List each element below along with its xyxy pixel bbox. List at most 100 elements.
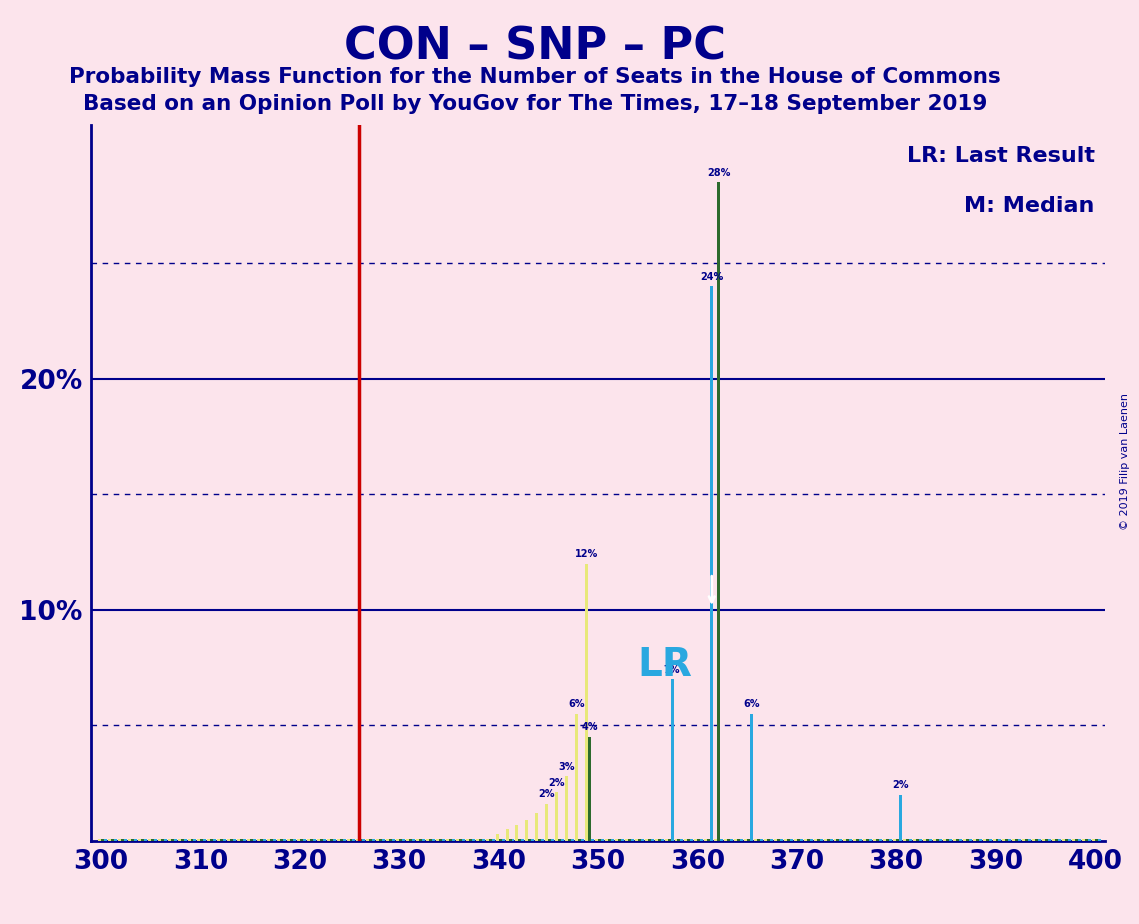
Bar <box>253 839 256 841</box>
Bar <box>886 839 890 841</box>
Bar <box>859 839 862 841</box>
Bar <box>346 839 350 841</box>
Bar <box>320 839 322 841</box>
Bar <box>707 839 711 841</box>
Bar <box>829 839 833 841</box>
Bar <box>962 839 966 841</box>
Bar <box>218 839 220 841</box>
Bar <box>402 839 405 841</box>
Bar <box>148 839 150 841</box>
Bar <box>581 839 584 841</box>
Bar <box>621 839 624 841</box>
Bar <box>879 839 883 841</box>
Bar <box>1052 839 1055 841</box>
Bar <box>124 839 126 841</box>
Bar <box>919 839 921 841</box>
Bar <box>511 839 515 841</box>
Bar <box>1013 839 1015 841</box>
Bar <box>482 839 485 841</box>
Bar <box>839 839 843 841</box>
Bar <box>257 839 260 841</box>
Bar <box>867 839 869 841</box>
Bar <box>575 713 579 841</box>
Bar <box>436 839 439 841</box>
Bar <box>601 839 604 841</box>
Bar <box>508 839 511 841</box>
Bar <box>157 839 161 841</box>
Bar <box>674 839 678 841</box>
Bar <box>810 839 812 841</box>
Bar <box>846 839 850 841</box>
Bar <box>357 839 360 841</box>
Bar <box>1048 839 1051 841</box>
Bar <box>714 839 718 841</box>
Bar <box>456 839 459 841</box>
Bar <box>966 839 968 841</box>
Bar <box>992 839 995 841</box>
Bar <box>956 839 959 841</box>
Bar <box>154 839 157 841</box>
Bar <box>251 839 253 841</box>
Bar <box>784 839 787 841</box>
Bar <box>579 839 581 841</box>
Bar <box>280 839 282 841</box>
Bar <box>200 839 204 841</box>
Bar <box>528 839 532 841</box>
Bar <box>827 839 829 841</box>
Text: CON – SNP – PC: CON – SNP – PC <box>344 26 727 69</box>
Bar <box>194 839 196 841</box>
Bar <box>416 839 419 841</box>
Bar <box>1025 839 1029 841</box>
Bar <box>869 839 872 841</box>
Bar <box>834 839 836 841</box>
Bar <box>983 839 985 841</box>
Bar <box>167 839 171 841</box>
Bar <box>247 839 251 841</box>
Bar <box>489 839 492 841</box>
Bar <box>343 839 345 841</box>
Bar <box>628 839 631 841</box>
Bar <box>671 679 673 841</box>
Bar <box>327 839 329 841</box>
Bar <box>913 839 916 841</box>
Bar <box>797 839 800 841</box>
Bar <box>648 839 650 841</box>
Bar <box>595 839 598 841</box>
Bar <box>850 839 852 841</box>
Text: 28%: 28% <box>707 168 730 177</box>
Bar <box>213 839 216 841</box>
Bar <box>727 839 730 841</box>
Bar <box>571 839 574 841</box>
Bar <box>780 839 782 841</box>
Bar <box>478 839 482 841</box>
Bar <box>976 839 978 841</box>
Bar <box>293 839 296 841</box>
Bar <box>516 825 518 841</box>
Bar <box>968 839 972 841</box>
Bar <box>874 839 876 841</box>
Bar <box>697 839 700 841</box>
Bar <box>110 839 114 841</box>
Bar <box>297 839 300 841</box>
Bar <box>773 839 777 841</box>
Bar <box>804 839 806 841</box>
Bar <box>522 839 524 841</box>
Bar <box>1065 839 1068 841</box>
Bar <box>211 839 213 841</box>
Bar <box>476 839 478 841</box>
Bar <box>770 839 773 841</box>
Bar <box>432 839 435 841</box>
Bar <box>204 839 206 841</box>
Bar <box>197 839 200 841</box>
Bar <box>161 839 164 841</box>
Bar <box>362 839 366 841</box>
Text: 6%: 6% <box>744 699 760 710</box>
Bar <box>760 839 763 841</box>
Bar <box>352 839 355 841</box>
Bar <box>863 839 867 841</box>
Text: 3%: 3% <box>558 761 575 772</box>
Bar <box>108 839 110 841</box>
Bar <box>260 839 263 841</box>
Bar <box>1085 839 1088 841</box>
Bar <box>223 839 227 841</box>
